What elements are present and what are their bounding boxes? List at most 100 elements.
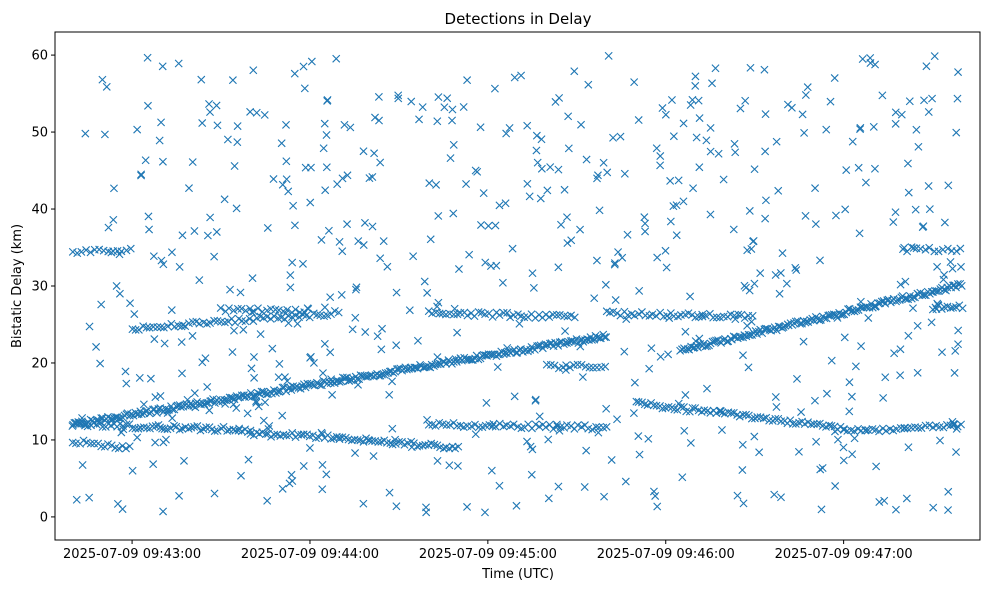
data-point xyxy=(839,456,848,465)
data-point xyxy=(869,122,878,131)
data-point xyxy=(661,246,670,255)
data-point xyxy=(191,403,200,412)
data-point xyxy=(463,76,472,85)
data-point xyxy=(278,484,287,493)
data-point xyxy=(731,148,740,157)
data-point xyxy=(554,165,563,174)
y-axis: 0 10 20 30 40 50 60 xyxy=(31,49,55,525)
data-point xyxy=(498,278,507,287)
data-point xyxy=(635,450,644,459)
data-point xyxy=(602,333,611,342)
data-point xyxy=(268,344,277,353)
data-point xyxy=(144,212,153,221)
data-point xyxy=(940,270,949,279)
data-point xyxy=(653,502,662,511)
data-point xyxy=(871,302,880,311)
data-point xyxy=(163,409,172,418)
data-point xyxy=(229,400,238,409)
data-point xyxy=(190,422,199,431)
data-point xyxy=(848,137,857,146)
data-point xyxy=(115,289,124,298)
data-point xyxy=(448,105,457,114)
data-point xyxy=(653,253,662,262)
data-point xyxy=(361,328,370,337)
data-point xyxy=(326,348,335,357)
data-point xyxy=(822,125,831,134)
data-point xyxy=(453,421,462,430)
data-point xyxy=(351,372,360,381)
data-point xyxy=(749,237,757,246)
data-point xyxy=(807,420,816,429)
data-points xyxy=(68,51,967,517)
data-point xyxy=(216,304,225,313)
data-point xyxy=(750,279,759,288)
data-point xyxy=(239,325,248,334)
x-tick-label: 2025-07-09 09:45:00 xyxy=(419,547,557,562)
data-point xyxy=(82,246,91,255)
data-point xyxy=(765,416,774,425)
data-point xyxy=(555,426,564,435)
y-tick-label: 50 xyxy=(31,126,48,141)
data-point xyxy=(130,310,139,319)
data-point xyxy=(667,96,676,104)
data-point xyxy=(686,100,695,109)
data-point xyxy=(499,308,508,317)
data-point xyxy=(212,227,221,236)
data-point xyxy=(695,334,704,343)
data-point xyxy=(723,337,732,346)
x-tick-label: 2025-07-09 09:47:00 xyxy=(775,547,913,562)
data-point xyxy=(343,220,352,229)
data-point xyxy=(856,297,865,306)
data-point xyxy=(335,237,344,246)
data-point xyxy=(758,329,767,338)
data-point xyxy=(415,115,424,124)
y-tick-label: 20 xyxy=(31,356,48,371)
data-point xyxy=(134,424,143,433)
data-point xyxy=(210,489,219,498)
data-point xyxy=(549,425,558,433)
data-point xyxy=(463,311,472,320)
data-point xyxy=(794,447,803,456)
data-point xyxy=(420,277,429,286)
data-point xyxy=(686,438,695,447)
data-point xyxy=(137,171,146,180)
data-point xyxy=(577,120,586,129)
data-point xyxy=(565,363,574,372)
data-point xyxy=(771,414,780,423)
data-point xyxy=(291,305,300,314)
data-point xyxy=(698,310,707,319)
data-point xyxy=(145,225,154,234)
data-point xyxy=(286,283,295,292)
data-point xyxy=(913,321,922,330)
data-point xyxy=(230,162,239,170)
data-point xyxy=(197,75,206,84)
data-point xyxy=(476,220,485,229)
data-point xyxy=(905,97,914,106)
data-point xyxy=(137,410,146,419)
data-point xyxy=(228,76,237,85)
data-point xyxy=(936,436,944,445)
data-point xyxy=(158,62,167,71)
data-point xyxy=(755,448,764,457)
data-point xyxy=(322,131,331,140)
data-point xyxy=(151,422,160,431)
data-point xyxy=(689,184,698,193)
data-point xyxy=(275,359,284,368)
data-point xyxy=(320,303,329,312)
data-point xyxy=(334,308,343,317)
data-point xyxy=(203,382,212,391)
data-point xyxy=(593,174,601,183)
data-point xyxy=(133,433,142,442)
data-point xyxy=(351,285,360,294)
data-point xyxy=(224,317,233,326)
data-point xyxy=(481,258,490,267)
data-point xyxy=(850,427,859,436)
data-point xyxy=(377,345,386,354)
data-point xyxy=(300,84,309,93)
data-point xyxy=(68,247,77,256)
data-point xyxy=(510,392,519,401)
data-point xyxy=(607,455,616,464)
data-point xyxy=(198,358,207,367)
data-point xyxy=(658,404,667,413)
